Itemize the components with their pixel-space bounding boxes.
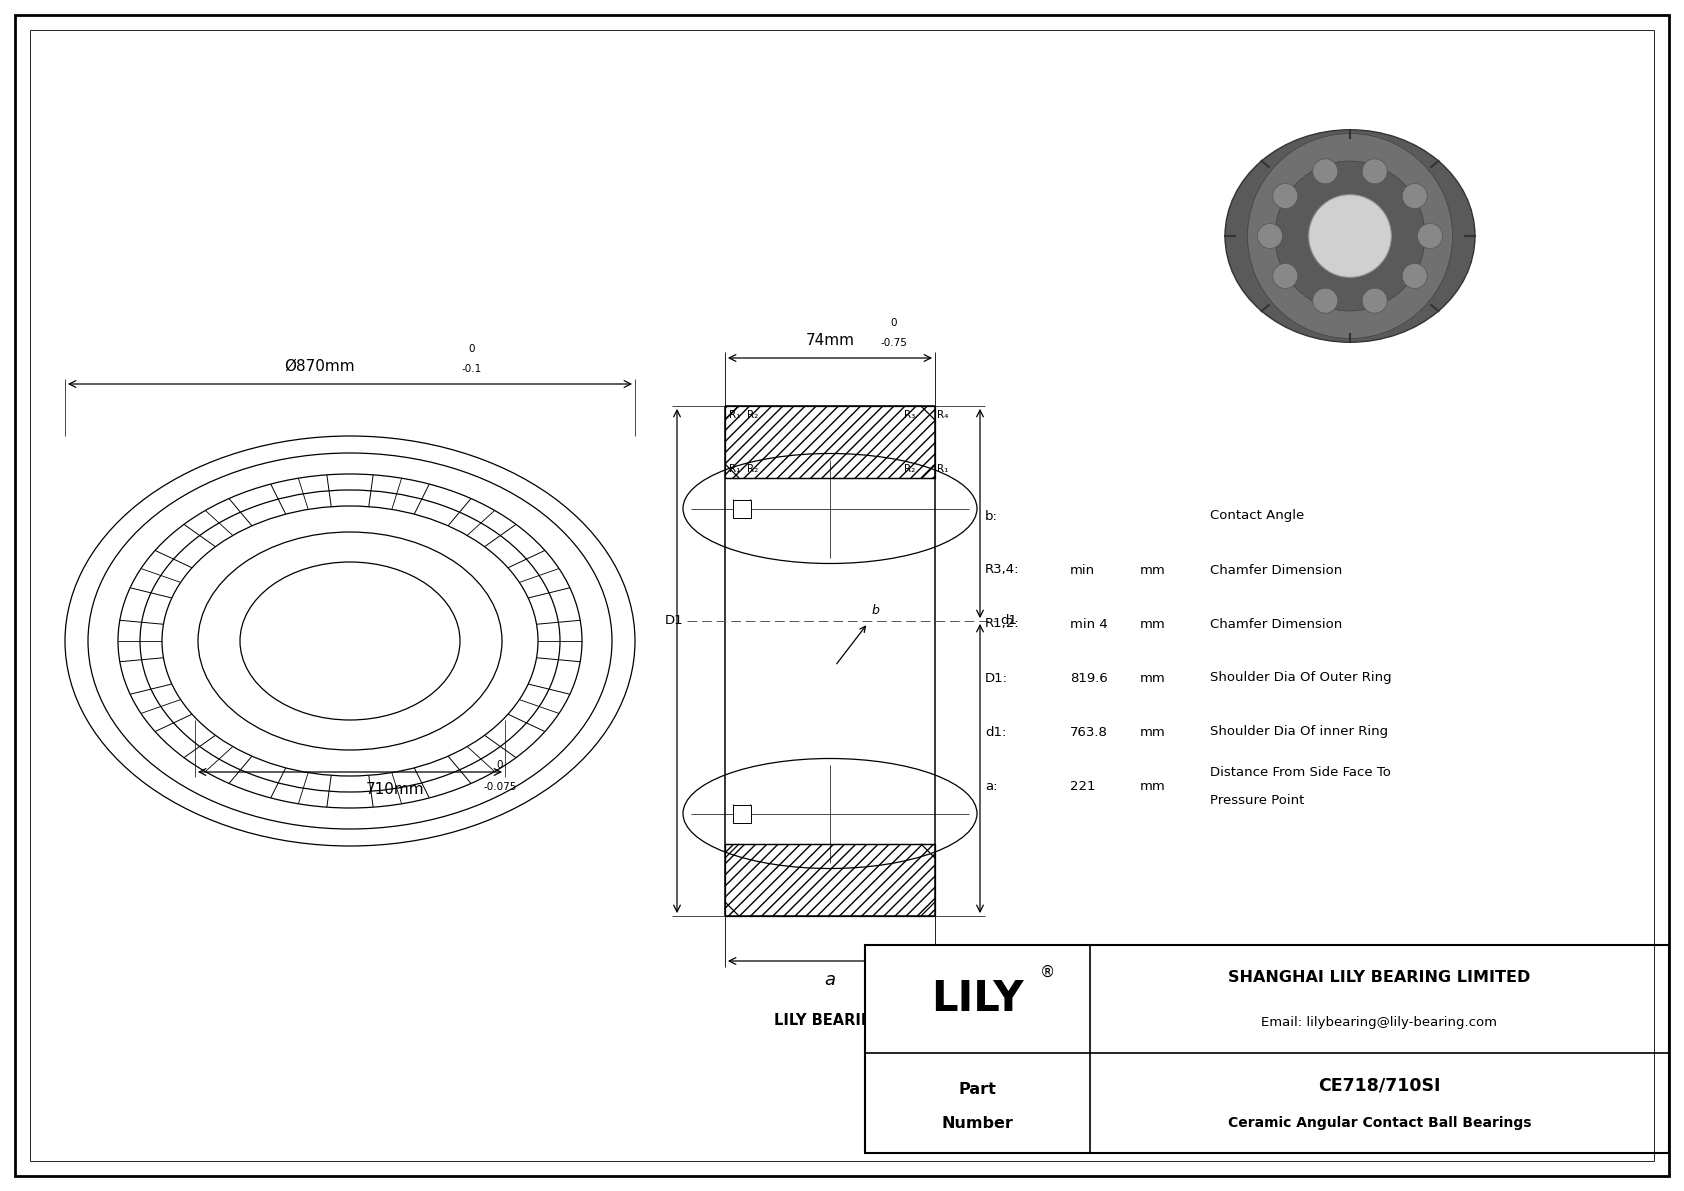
Bar xyxy=(726,406,935,478)
Circle shape xyxy=(1418,224,1443,249)
Text: R1,2:: R1,2: xyxy=(985,617,1019,630)
Text: R₂: R₂ xyxy=(748,410,758,420)
Text: mm: mm xyxy=(1140,563,1165,576)
Text: Pressure Point: Pressure Point xyxy=(1211,793,1305,806)
Text: R₃: R₃ xyxy=(904,410,914,420)
Text: mm: mm xyxy=(1140,725,1165,738)
Circle shape xyxy=(1362,158,1388,183)
Text: 0: 0 xyxy=(468,344,475,354)
Text: mm: mm xyxy=(1140,672,1165,685)
Text: R₂: R₂ xyxy=(748,464,758,474)
Text: mm: mm xyxy=(1140,779,1165,792)
Bar xyxy=(726,844,935,916)
Text: Contact Angle: Contact Angle xyxy=(1211,510,1303,523)
Text: 221: 221 xyxy=(1069,779,1096,792)
Text: LILY BEARING: LILY BEARING xyxy=(775,1014,886,1028)
Text: 0: 0 xyxy=(497,760,504,771)
Text: Chamfer Dimension: Chamfer Dimension xyxy=(1211,617,1342,630)
Circle shape xyxy=(1273,263,1298,288)
Text: Ø870mm: Ø870mm xyxy=(285,358,355,374)
Circle shape xyxy=(1314,288,1337,313)
Text: R₁: R₁ xyxy=(729,464,741,474)
Text: d1:: d1: xyxy=(985,725,1007,738)
Text: Shoulder Dia Of inner Ring: Shoulder Dia Of inner Ring xyxy=(1211,725,1388,738)
Text: b:: b: xyxy=(985,510,999,523)
Text: R₁: R₁ xyxy=(729,410,741,420)
Circle shape xyxy=(1314,158,1337,183)
Circle shape xyxy=(1258,224,1283,249)
Text: D1:: D1: xyxy=(985,672,1009,685)
Text: R₄: R₄ xyxy=(936,410,948,420)
Text: R₂: R₂ xyxy=(904,464,914,474)
Text: Part: Part xyxy=(958,1081,997,1097)
Text: 819.6: 819.6 xyxy=(1069,672,1108,685)
Text: R3,4:: R3,4: xyxy=(985,563,1019,576)
Ellipse shape xyxy=(1224,130,1475,342)
Circle shape xyxy=(1308,195,1391,278)
Text: 0: 0 xyxy=(891,318,898,328)
Circle shape xyxy=(1273,183,1298,208)
Text: LILY: LILY xyxy=(931,978,1024,1019)
Circle shape xyxy=(1403,183,1428,208)
Text: 763.8: 763.8 xyxy=(1069,725,1108,738)
Text: Email: lilybearing@lily-bearing.com: Email: lilybearing@lily-bearing.com xyxy=(1261,1016,1497,1029)
Text: -0.1: -0.1 xyxy=(461,364,482,374)
Text: Chamfer Dimension: Chamfer Dimension xyxy=(1211,563,1342,576)
Text: a: a xyxy=(825,971,835,989)
Text: Ceramic Angular Contact Ball Bearings: Ceramic Angular Contact Ball Bearings xyxy=(1228,1116,1531,1130)
Text: a:: a: xyxy=(985,779,997,792)
Text: min 4: min 4 xyxy=(1069,617,1108,630)
Text: ®: ® xyxy=(1041,965,1056,979)
Text: Shoulder Dia Of Outer Ring: Shoulder Dia Of Outer Ring xyxy=(1211,672,1391,685)
Text: D1: D1 xyxy=(665,615,684,628)
Circle shape xyxy=(1403,263,1428,288)
Text: -0.75: -0.75 xyxy=(881,338,908,348)
Text: Distance From Side Face To: Distance From Side Face To xyxy=(1211,766,1391,779)
Text: R₁: R₁ xyxy=(936,464,948,474)
Text: min: min xyxy=(1069,563,1095,576)
Text: d1: d1 xyxy=(1000,615,1017,628)
Text: -0.075: -0.075 xyxy=(483,782,517,792)
Bar xyxy=(733,804,751,823)
Text: SHANGHAI LILY BEARING LIMITED: SHANGHAI LILY BEARING LIMITED xyxy=(1228,969,1531,985)
Bar xyxy=(733,499,751,518)
Text: CE718/710SI: CE718/710SI xyxy=(1319,1075,1442,1095)
Circle shape xyxy=(1362,288,1388,313)
Text: 710mm: 710mm xyxy=(365,782,424,797)
Text: b: b xyxy=(872,604,879,617)
Text: 74mm: 74mm xyxy=(805,333,854,348)
Text: Number: Number xyxy=(941,1116,1014,1130)
Text: mm: mm xyxy=(1140,617,1165,630)
Bar xyxy=(866,944,1669,1153)
